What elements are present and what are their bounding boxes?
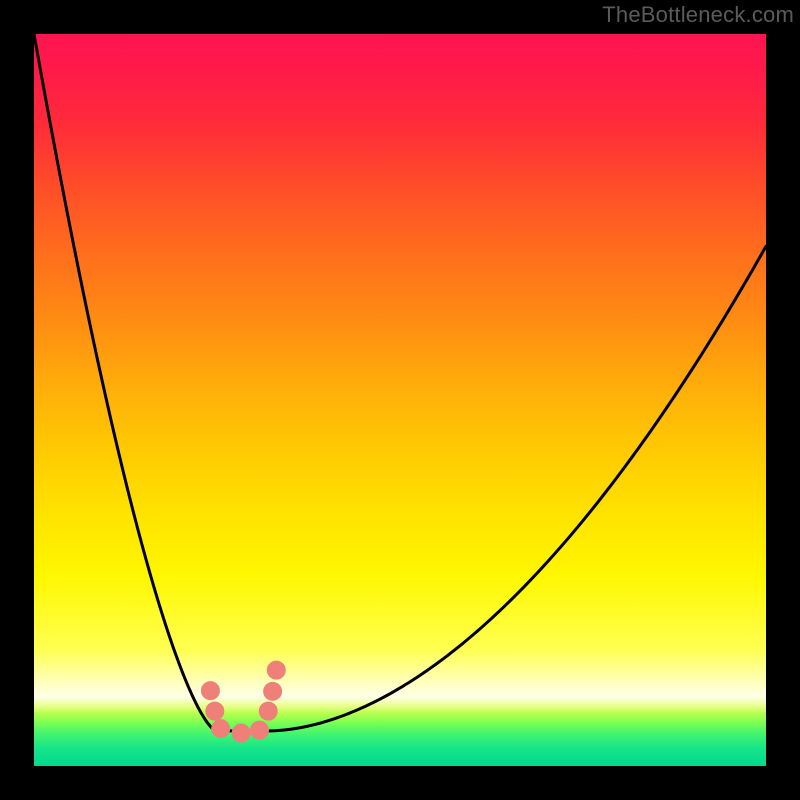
- bottleneck-chart: [0, 0, 800, 800]
- valley-marker: [264, 682, 282, 700]
- valley-marker: [206, 702, 224, 720]
- chart-stage: TheBottleneck.com: [0, 0, 800, 800]
- valley-marker: [267, 661, 285, 679]
- watermark-text: TheBottleneck.com: [602, 2, 794, 28]
- valley-marker: [250, 721, 268, 739]
- valley-marker: [232, 724, 250, 742]
- valley-marker: [201, 682, 219, 700]
- gradient-background: [34, 34, 766, 766]
- valley-marker: [259, 702, 277, 720]
- valley-marker: [212, 720, 230, 738]
